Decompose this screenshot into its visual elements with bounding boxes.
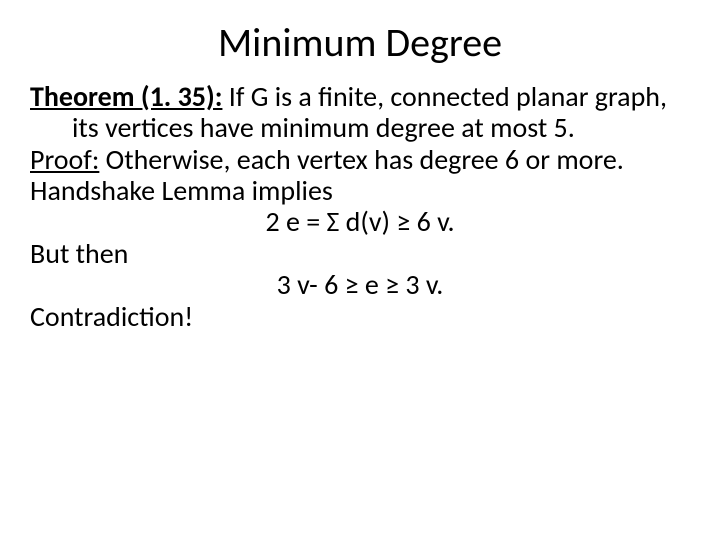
contradiction-line: Contradiction! xyxy=(30,301,690,332)
handshake-line: Handshake Lemma implies xyxy=(30,175,690,206)
proof-paragraph: Proof: Otherwise, each vertex has degree… xyxy=(30,144,690,175)
proof-label: Proof: xyxy=(30,142,99,177)
equation-2: 3 v- 6 ≥ e ≥ 3 v. xyxy=(30,269,690,300)
equation-1: 2 e = Σ d(v) ≥ 6 v. xyxy=(30,206,690,237)
slide-title: Minimum Degree xyxy=(30,18,690,67)
slide-body: Theorem (1. 35): If G is a finite, conne… xyxy=(30,81,690,332)
theorem-paragraph: Theorem (1. 35): If G is a finite, conne… xyxy=(30,81,690,144)
slide: Minimum Degree Theorem (1. 35): If G is … xyxy=(0,0,720,540)
theorem-label: Theorem (1. 35): xyxy=(30,79,222,114)
proof-text: Otherwise, each vertex has degree 6 or m… xyxy=(99,142,624,177)
but-then-line: But then xyxy=(30,238,690,269)
